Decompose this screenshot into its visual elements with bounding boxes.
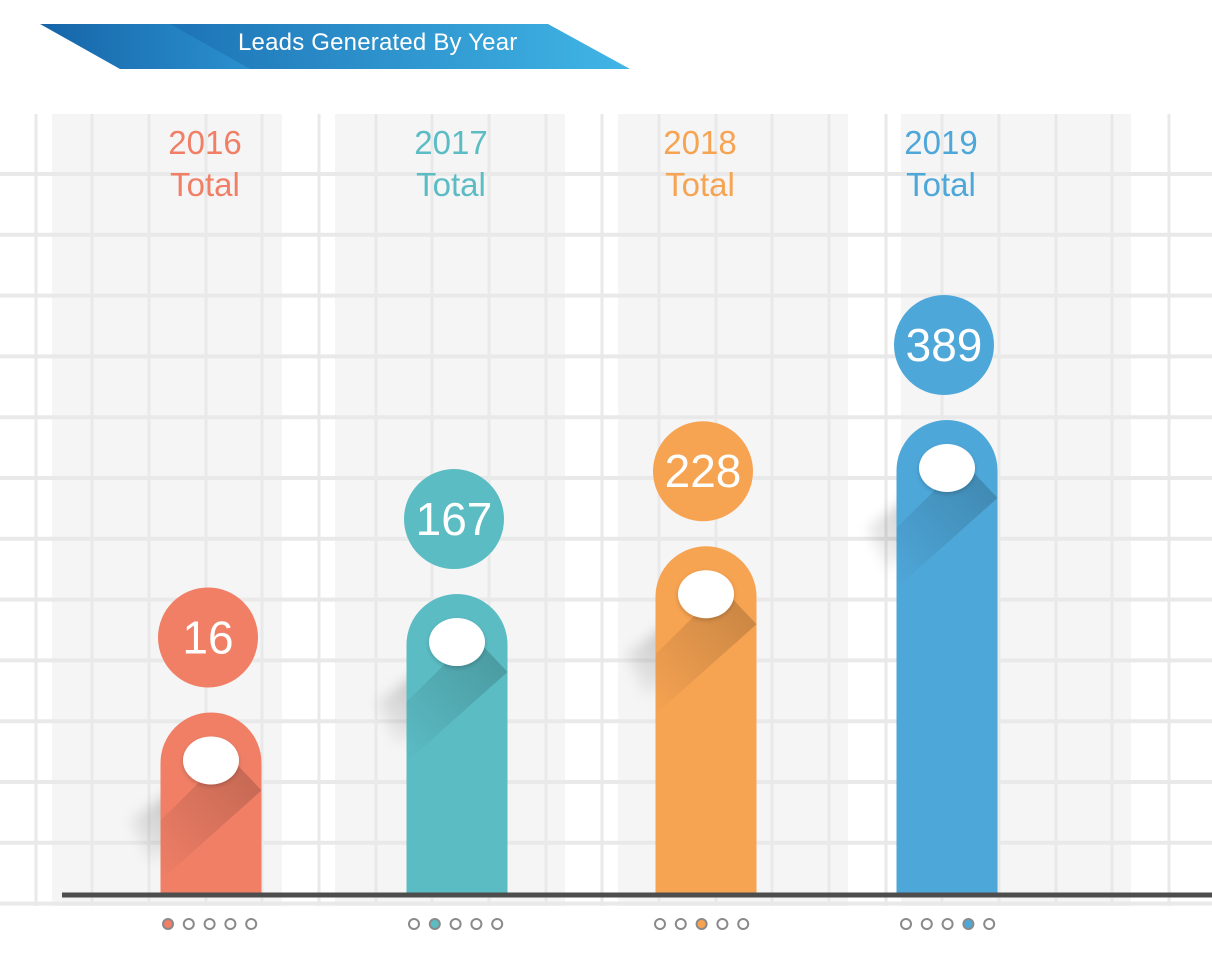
chart-title: Leads Generated By Year [238, 29, 518, 56]
pager-dot-2016-0[interactable] [162, 918, 174, 930]
value-label-2017: 167 [416, 493, 493, 545]
title-banner [40, 24, 630, 69]
bar-inner-shadow-2019 [896, 472, 998, 588]
pager-dot-2019-1[interactable] [920, 918, 933, 930]
bar-knob-2017 [429, 618, 485, 667]
pager-dot-2016-1[interactable] [182, 918, 195, 930]
pager-dot-2019-0[interactable] [900, 918, 912, 930]
pager-dot-2018-2[interactable] [695, 918, 708, 930]
total-label-2017: Total [416, 166, 486, 203]
year-label-2016: 2016 [168, 124, 241, 161]
pager-dots[interactable] [162, 918, 996, 930]
value-bubble-2019 [894, 295, 994, 395]
pager-dot-2018-0[interactable] [654, 918, 666, 930]
year-label-2017: 2017 [414, 124, 487, 161]
pager-dot-2019-3[interactable] [962, 918, 975, 930]
value-label-2016: 16 [182, 611, 233, 663]
pager-dot-2019-4[interactable] [983, 918, 996, 930]
pager-dot-2018-1[interactable] [674, 918, 687, 930]
labels-group: 16 2016 Total 167 2017 Total 228 2018 Total 389 20… [158, 124, 994, 688]
bar-knob-2016 [183, 736, 239, 785]
value-bubble-2018 [653, 421, 753, 522]
total-label-2018: Total [665, 166, 735, 203]
pager-dot-2017-3[interactable] [470, 918, 483, 930]
pager-dot-2017-2[interactable] [449, 918, 462, 930]
pager-dot-2017-0[interactable] [408, 918, 420, 930]
bars-group [131, 420, 998, 893]
total-label-2019: Total [906, 166, 976, 203]
bar-inner-shadow-2017 [406, 646, 508, 763]
value-label-2019: 389 [906, 319, 983, 371]
pager-dot-2018-3[interactable] [716, 918, 729, 930]
bar-inner-shadow-2016 [160, 764, 262, 881]
banner-shape-back [40, 24, 250, 69]
pager-dot-2016-2[interactable] [203, 918, 216, 930]
bar-knob-2019 [919, 444, 975, 492]
total-label-2016: Total [170, 166, 240, 203]
pager-dot-2017-1[interactable] [428, 918, 441, 930]
value-label-2018: 228 [665, 445, 742, 497]
banner-shape-front [160, 24, 630, 69]
pager-dot-2018-4[interactable] [737, 918, 750, 930]
bar-knob-2018 [678, 570, 734, 619]
year-label-2019: 2019 [904, 124, 977, 161]
bar-inner-shadow-2018 [655, 598, 757, 715]
pager-dot-2016-3[interactable] [224, 918, 237, 930]
pager-dot-2017-4[interactable] [491, 918, 504, 930]
pager-dot-2019-2[interactable] [941, 918, 954, 930]
year-label-2018: 2018 [663, 124, 736, 161]
value-bubble-2016 [158, 587, 258, 688]
pager-dot-2016-4[interactable] [245, 918, 258, 930]
value-bubble-2017 [404, 469, 504, 570]
